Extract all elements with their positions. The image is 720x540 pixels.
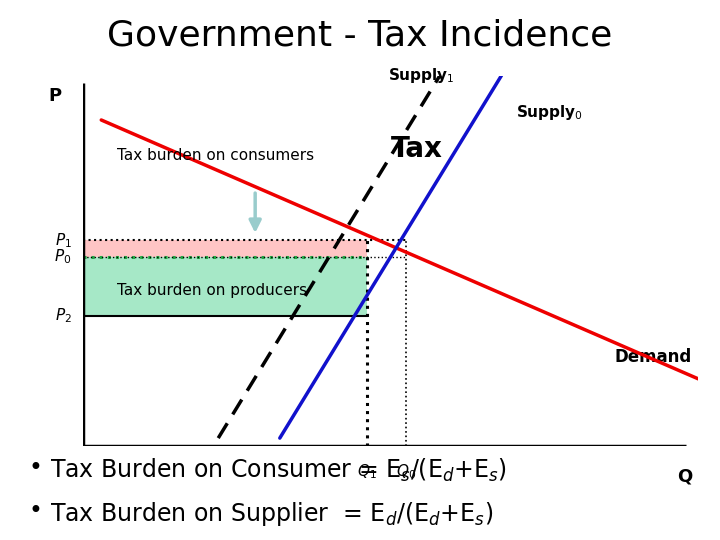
Text: Demand: Demand xyxy=(615,348,692,366)
Text: Tax Burden on Consumer = E$_s$/(E$_d$+E$_s$): Tax Burden on Consumer = E$_s$/(E$_d$+E$… xyxy=(50,456,508,483)
Text: $Q_1$: $Q_1$ xyxy=(357,462,377,481)
Text: $Q_0$: $Q_0$ xyxy=(396,462,416,481)
Text: Supply$_1$: Supply$_1$ xyxy=(388,66,455,85)
Text: Q: Q xyxy=(677,468,692,485)
Text: •: • xyxy=(29,500,42,523)
Text: Tax: Tax xyxy=(391,135,443,163)
Text: Tax Burden on Supplier  = E$_d$/(E$_d$+E$_s$): Tax Burden on Supplier = E$_d$/(E$_d$+E$… xyxy=(50,500,494,528)
Text: Government - Tax Incidence: Government - Tax Incidence xyxy=(107,19,613,53)
Text: Tax burden on consumers: Tax burden on consumers xyxy=(117,147,314,163)
Text: $P_2$: $P_2$ xyxy=(55,307,72,326)
Text: Supply$_0$: Supply$_0$ xyxy=(516,103,583,122)
Bar xyxy=(83,257,367,316)
Text: $P_0$: $P_0$ xyxy=(55,247,72,266)
Text: P: P xyxy=(48,87,62,105)
Text: $P_1$: $P_1$ xyxy=(55,231,72,249)
Bar xyxy=(83,240,367,257)
Text: Tax burden on producers: Tax burden on producers xyxy=(117,282,307,298)
Text: •: • xyxy=(29,456,42,480)
